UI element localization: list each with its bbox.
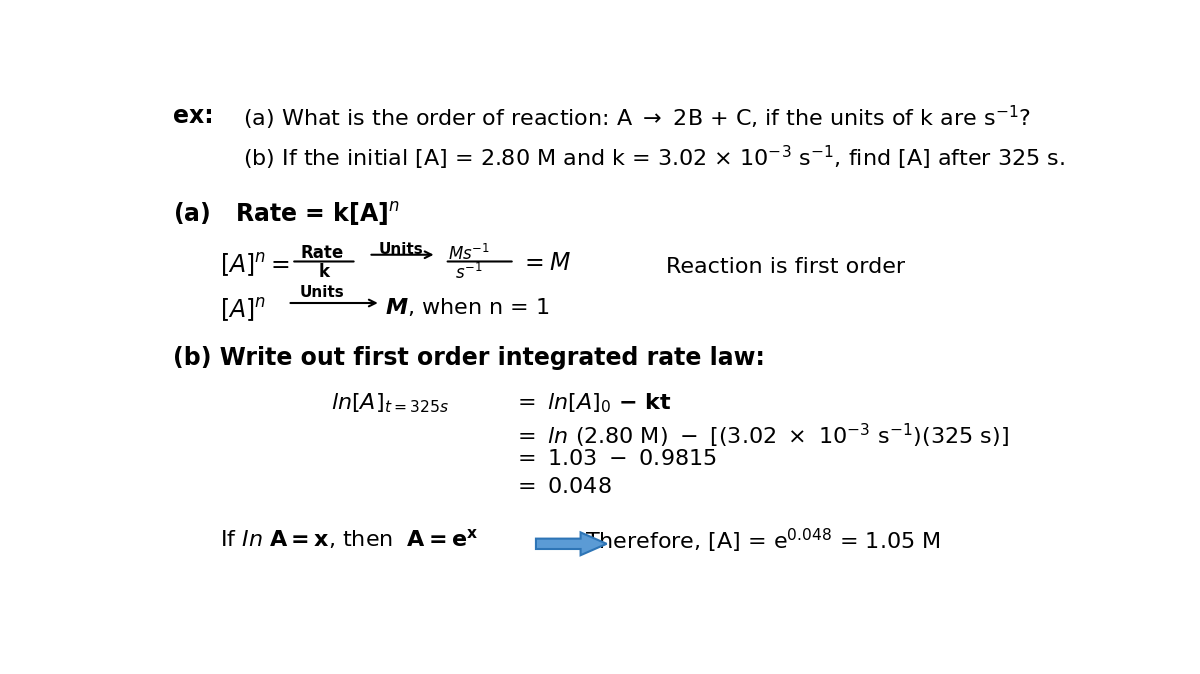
Text: Units: Units: [300, 285, 344, 300]
Text: Units: Units: [379, 242, 424, 257]
Text: (b) Write out first order integrated rate law:: (b) Write out first order integrated rat…: [173, 346, 766, 369]
Text: (b) If the initial [A] = 2.80 M and k = 3.02 $\times$ 10$^{-3}$ s$^{-1}$, find [: (b) If the initial [A] = 2.80 M and k = …: [242, 144, 1064, 173]
Text: k: k: [318, 262, 330, 280]
Text: $=\ \mathit{ln}\ (2.80\ \mathrm{M})\ -\ [(3.02\ \times\ 10^{-3}\ \mathrm{s}^{-1}: $=\ \mathit{ln}\ (2.80\ \mathrm{M})\ -\ …: [512, 421, 1009, 450]
Text: (a) What is the order of reaction: A $\rightarrow$ 2B + C, if the units of k are: (a) What is the order of reaction: A $\r…: [242, 104, 1031, 132]
Text: Reaction is first order: Reaction is first order: [666, 257, 905, 277]
Text: $Ms^{-1}$: $Ms^{-1}$: [448, 245, 490, 264]
Polygon shape: [536, 532, 607, 555]
Text: ex:: ex:: [173, 104, 214, 128]
Text: Rate: Rate: [300, 245, 343, 262]
Text: $\boldsymbol{M}$, when n = 1: $\boldsymbol{M}$, when n = 1: [385, 297, 550, 318]
Text: $s^{-1}$: $s^{-1}$: [455, 262, 482, 282]
Text: $[A]^{n}=$: $[A]^{n}=$: [220, 251, 289, 279]
Text: $=\ 1.03\ -\ 0.9815$: $=\ 1.03\ -\ 0.9815$: [512, 450, 716, 469]
Text: $=\ \mathit{ln}[A]_{0}\ \mathbf{-\ kt}$: $=\ \mathit{ln}[A]_{0}\ \mathbf{-\ kt}$: [512, 391, 671, 415]
Text: (a)   Rate = k[A]$^{n}$: (a) Rate = k[A]$^{n}$: [173, 200, 401, 228]
Text: Therefore, [A] = e$^{0.048}$ = 1.05 M: Therefore, [A] = e$^{0.048}$ = 1.05 M: [586, 527, 941, 555]
Text: If $\mathbf{\mathit{In}}$ $\mathbf{A = x}$, then  $\mathbf{A = e^{x}}$: If $\mathbf{\mathit{In}}$ $\mathbf{A = x…: [220, 527, 479, 551]
Text: $= M$: $= M$: [520, 251, 571, 275]
Text: $\mathbf{\mathit{ln}}[A]_{t=325s}$: $\mathbf{\mathit{ln}}[A]_{t=325s}$: [331, 391, 449, 415]
Text: $=\ 0.048$: $=\ 0.048$: [512, 477, 612, 497]
Text: $[A]^{n}$: $[A]^{n}$: [220, 297, 266, 324]
